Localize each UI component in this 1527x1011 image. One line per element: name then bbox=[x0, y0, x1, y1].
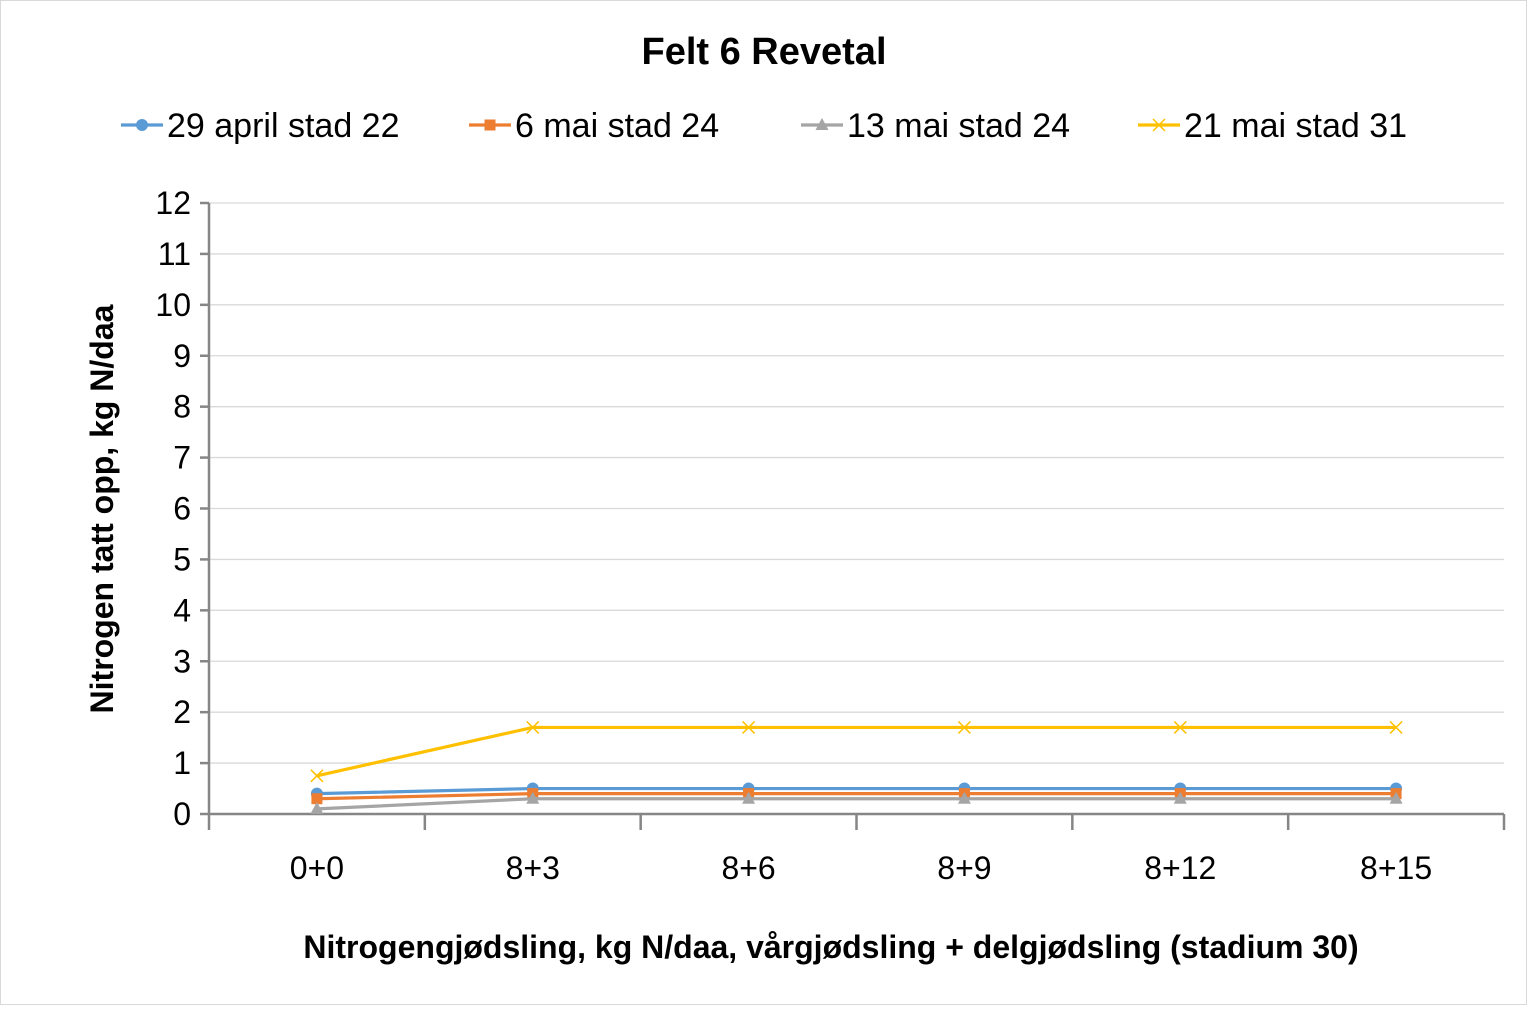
chart-title: Felt 6 Revetal bbox=[642, 31, 887, 73]
x-axis-label: Nitrogengjødsling, kg N/daa, vårgjødslin… bbox=[303, 929, 1358, 965]
y-tick-label: 1 bbox=[173, 745, 191, 781]
legend-item: 6 mai stad 24 bbox=[469, 107, 719, 145]
gridlines bbox=[209, 202, 1504, 764]
legend-label: 29 april stad 22 bbox=[167, 107, 400, 145]
y-tick-label: 4 bbox=[173, 592, 191, 628]
y-tick-label: 11 bbox=[158, 236, 191, 272]
y-tick-label: 0 bbox=[173, 796, 191, 832]
legend-label: 6 mai stad 24 bbox=[515, 107, 719, 145]
legend-item: 13 mai stad 24 bbox=[801, 107, 1070, 145]
legend-label: 21 mai stad 31 bbox=[1184, 107, 1407, 145]
x-tick-label: 8+15 bbox=[1360, 850, 1432, 886]
y-tick-label: 8 bbox=[173, 389, 191, 425]
y-tick-label: 12 bbox=[155, 185, 191, 221]
y-tick-label: 2 bbox=[173, 694, 191, 730]
y-tick-label: 9 bbox=[173, 338, 191, 374]
legend-label: 13 mai stad 24 bbox=[847, 107, 1070, 145]
series-21-mai-stad-31 bbox=[310, 720, 1403, 783]
legend: 29 april stad 22 6 mai stad 24 13 mai stad… bbox=[121, 107, 1407, 145]
series-29-april-stad-22 bbox=[310, 782, 1403, 800]
series-lines bbox=[310, 720, 1403, 814]
legend-item: 29 april stad 22 bbox=[121, 107, 400, 145]
y-tick-label: 7 bbox=[173, 440, 191, 476]
x-tick-label: 0+0 bbox=[290, 850, 344, 886]
y-tick-label: 5 bbox=[173, 541, 191, 577]
y-tick-label: 3 bbox=[173, 643, 191, 679]
x-tick-label: 8+9 bbox=[937, 850, 991, 886]
x-tick-label: 8+12 bbox=[1144, 850, 1216, 886]
x-tick-label: 8+6 bbox=[721, 850, 775, 886]
series-13-mai-stad-24 bbox=[310, 791, 1403, 814]
y-axis-label: Nitrogen tatt opp, kg N/daa bbox=[84, 304, 120, 713]
y-tick-label: 10 bbox=[155, 287, 191, 323]
x-tick-label: 8+3 bbox=[506, 850, 560, 886]
y-tick-label: 6 bbox=[173, 491, 191, 527]
legend-item: 21 mai stad 31 bbox=[1138, 107, 1407, 145]
